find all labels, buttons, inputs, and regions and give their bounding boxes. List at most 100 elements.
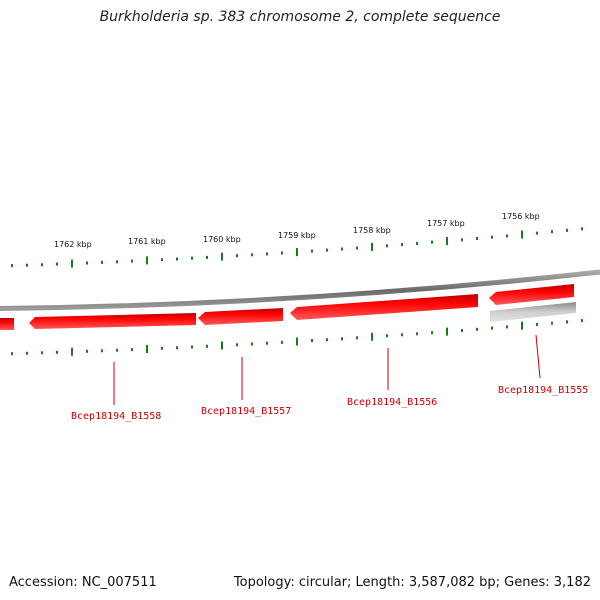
accession-text: Accession: NC_007511 bbox=[9, 575, 157, 590]
ruler-minor-tick bbox=[26, 263, 28, 267]
topology-summary: Topology: circular; Length: 3,587,082 bp… bbox=[233, 575, 591, 590]
ruler-minor-tick bbox=[341, 247, 343, 251]
gene-arrow-left-fragment bbox=[0, 318, 14, 330]
ruler-minor-tick bbox=[56, 350, 58, 354]
ruler-major-tick bbox=[446, 327, 448, 336]
ruler-minor-tick bbox=[176, 257, 178, 261]
ruler-minor-tick bbox=[386, 244, 388, 248]
ruler-minor-tick bbox=[266, 252, 268, 256]
ruler-major-tick bbox=[446, 237, 448, 245]
outer-ruler bbox=[11, 227, 583, 268]
ruler-major-tick bbox=[71, 347, 73, 356]
ruler-minor-tick bbox=[251, 342, 253, 346]
gene-label: Bcep18194_B1556 bbox=[347, 397, 437, 408]
ruler-minor-tick bbox=[206, 344, 208, 348]
map-title: Burkholderia sp. 383 chromosome 2, compl… bbox=[99, 9, 501, 25]
ruler-major-tick bbox=[371, 332, 373, 341]
ruler-major-tick bbox=[521, 230, 523, 239]
ruler-minor-tick bbox=[101, 349, 103, 353]
ruler-minor-tick bbox=[461, 329, 463, 332]
ruler-minor-tick bbox=[506, 234, 508, 238]
ruler-minor-tick bbox=[56, 262, 58, 266]
ruler-minor-tick bbox=[236, 254, 238, 258]
gene-arrow-b1557 bbox=[198, 308, 283, 325]
gene-arrow-b1555 bbox=[489, 284, 574, 305]
ruler-minor-tick bbox=[536, 231, 538, 235]
ruler-minor-tick bbox=[176, 346, 178, 350]
ruler-minor-tick bbox=[581, 227, 583, 231]
inner-ruler bbox=[11, 319, 583, 356]
ruler-minor-tick bbox=[116, 348, 118, 352]
gene-label: Bcep18194_B1557 bbox=[201, 406, 291, 417]
ruler-major-tick bbox=[146, 256, 148, 265]
ruler-minor-tick bbox=[491, 326, 493, 330]
gene-arrow-b1558 bbox=[29, 313, 196, 329]
ruler-major-tick bbox=[371, 242, 373, 251]
tick-label: 1762 kbp bbox=[54, 240, 92, 249]
ruler-minor-tick bbox=[101, 260, 103, 264]
ruler-minor-tick bbox=[476, 237, 478, 240]
ruler-minor-tick bbox=[506, 325, 508, 329]
tick-label: 1760 kbp bbox=[203, 235, 241, 244]
chromosome-backbone bbox=[0, 269, 600, 311]
ruler-minor-tick bbox=[311, 339, 313, 343]
ruler-minor-tick bbox=[566, 320, 568, 324]
ruler-major-tick bbox=[521, 321, 523, 330]
ruler-minor-tick bbox=[41, 351, 43, 355]
ruler-minor-tick bbox=[431, 240, 433, 244]
gene-label: Bcep18194_B1555 bbox=[498, 385, 588, 396]
ruler-minor-tick bbox=[356, 246, 358, 250]
ruler-minor-tick bbox=[116, 260, 118, 264]
tick-label: 1757 kbp bbox=[427, 219, 465, 228]
ruler-minor-tick bbox=[356, 336, 358, 340]
ruler-minor-tick bbox=[416, 332, 418, 336]
ruler-minor-tick bbox=[86, 261, 88, 265]
ruler-minor-tick bbox=[431, 331, 433, 335]
ruler-minor-tick bbox=[476, 327, 478, 331]
gene-leader-lines bbox=[113, 334, 541, 405]
ruler-major-tick bbox=[146, 345, 148, 353]
tick-label: 1761 kbp bbox=[128, 237, 166, 246]
ruler-minor-tick bbox=[326, 338, 328, 342]
ruler-minor-tick bbox=[86, 349, 88, 353]
gene-labels: Bcep18194_B1558 Bcep18194_B1557 Bcep1819… bbox=[71, 385, 588, 422]
ruler-minor-tick bbox=[566, 228, 568, 232]
ruler-major-tick bbox=[221, 341, 223, 350]
ruler-major-tick bbox=[221, 252, 223, 261]
tick-label: 1758 kbp bbox=[353, 226, 391, 235]
ruler-minor-tick bbox=[416, 241, 418, 245]
ruler-minor-tick bbox=[551, 230, 553, 234]
ruler-minor-tick bbox=[131, 259, 133, 263]
ruler-minor-tick bbox=[131, 348, 133, 352]
ruler-minor-tick bbox=[341, 337, 343, 341]
ruler-major-tick bbox=[296, 337, 298, 346]
ruler-minor-tick bbox=[191, 256, 193, 260]
ruler-minor-tick bbox=[386, 334, 388, 338]
ruler-minor-tick bbox=[311, 249, 313, 253]
ruler-minor-tick bbox=[236, 343, 238, 347]
ruler-minor-tick bbox=[281, 340, 283, 344]
ruler-minor-tick bbox=[251, 253, 253, 257]
ruler-major-tick bbox=[71, 259, 73, 268]
ruler-minor-tick bbox=[11, 352, 13, 356]
gene-label: Bcep18194_B1558 bbox=[71, 411, 161, 422]
pseudo-gene-b1555 bbox=[490, 302, 576, 322]
ruler-minor-tick bbox=[281, 251, 283, 255]
ruler-minor-tick bbox=[161, 346, 163, 350]
ruler-minor-tick bbox=[401, 333, 403, 337]
ruler-minor-tick bbox=[161, 258, 163, 262]
ruler-minor-tick bbox=[26, 351, 28, 355]
tick-label: 1756 kbp bbox=[502, 212, 540, 221]
ruler-minor-tick bbox=[206, 255, 208, 259]
ruler-major-tick bbox=[296, 248, 298, 257]
ruler-minor-tick bbox=[551, 321, 553, 325]
ruler-minor-tick bbox=[461, 238, 463, 242]
tick-labels: 1762 kbp 1761 kbp 1760 kbp 1759 kbp 1758… bbox=[54, 212, 540, 249]
ruler-minor-tick bbox=[536, 323, 538, 326]
leader-line bbox=[535, 334, 541, 379]
ruler-minor-tick bbox=[581, 319, 583, 323]
ruler-minor-tick bbox=[266, 341, 268, 345]
gene-track bbox=[0, 284, 576, 330]
ruler-minor-tick bbox=[41, 263, 43, 267]
